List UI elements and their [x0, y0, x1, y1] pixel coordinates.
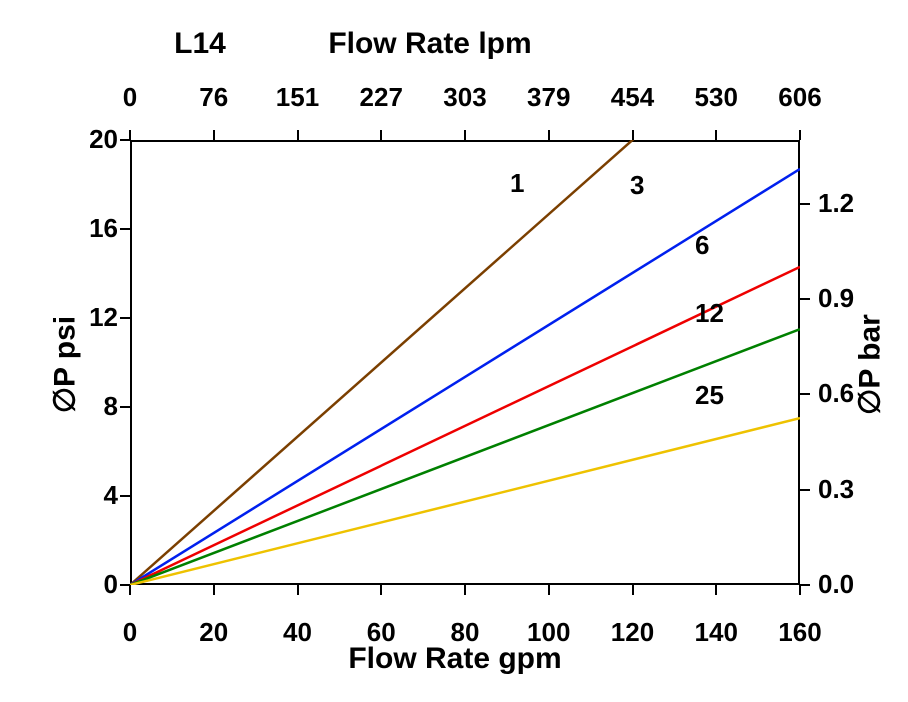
- right-tick: [800, 298, 810, 300]
- top-tick: [799, 130, 801, 140]
- left-tick: [120, 406, 130, 408]
- right-tick-label: 1.2: [818, 188, 854, 219]
- bottom-tick: [464, 585, 466, 595]
- left-axis-title: ∅P psi: [48, 285, 83, 445]
- top-tick-label: 454: [603, 82, 663, 113]
- series-label-6: 6: [695, 230, 709, 261]
- chart-stage: 0204060801001201401600761512273033794545…: [0, 0, 908, 702]
- right-tick-label: 0.0: [818, 569, 854, 600]
- top-tick-label: 530: [686, 82, 746, 113]
- series-line-25: [130, 418, 800, 585]
- series-line-12: [130, 329, 800, 585]
- top-tick: [380, 130, 382, 140]
- bottom-tick: [548, 585, 550, 595]
- bottom-tick-label: 140: [691, 617, 741, 648]
- right-tick: [800, 584, 810, 586]
- right-tick-label: 0.6: [818, 378, 854, 409]
- left-tick-label: 16: [68, 213, 118, 244]
- left-tick: [120, 228, 130, 230]
- top-tick: [548, 130, 550, 140]
- top-tick-label: 379: [519, 82, 579, 113]
- top-tick-label: 303: [435, 82, 495, 113]
- top-tick: [632, 130, 634, 140]
- bottom-tick-label: 120: [608, 617, 658, 648]
- bottom-tick-label: 0: [105, 617, 155, 648]
- left-tick-label: 4: [68, 480, 118, 511]
- left-tick: [120, 584, 130, 586]
- left-tick-label: 0: [68, 569, 118, 600]
- right-tick: [800, 393, 810, 395]
- right-axis-title: ∅P bar: [853, 285, 888, 445]
- bottom-tick: [297, 585, 299, 595]
- bottom-axis-title: Flow Rate gpm: [315, 642, 595, 676]
- right-tick-label: 0.9: [818, 283, 854, 314]
- series-label-1: 1: [510, 168, 524, 199]
- model-label: L14: [160, 27, 240, 61]
- top-tick: [213, 130, 215, 140]
- top-tick-label: 76: [184, 82, 244, 113]
- right-tick-label: 0.3: [818, 474, 854, 505]
- bottom-tick-label: 20: [189, 617, 239, 648]
- top-tick: [715, 130, 717, 140]
- top-tick-label: 227: [351, 82, 411, 113]
- top-tick-label: 0: [100, 82, 160, 113]
- series-label-3: 3: [630, 170, 644, 201]
- left-tick: [120, 139, 130, 141]
- top-tick: [297, 130, 299, 140]
- left-tick: [120, 495, 130, 497]
- bottom-tick: [799, 585, 801, 595]
- right-tick: [800, 203, 810, 205]
- bottom-tick: [380, 585, 382, 595]
- left-tick-label: 20: [68, 124, 118, 155]
- top-tick: [464, 130, 466, 140]
- bottom-tick: [715, 585, 717, 595]
- left-tick: [120, 317, 130, 319]
- top-tick-label: 606: [770, 82, 830, 113]
- top-axis-title: Flow Rate lpm: [290, 27, 570, 61]
- series-label-25: 25: [695, 380, 724, 411]
- bottom-tick-label: 160: [775, 617, 825, 648]
- right-tick: [800, 489, 810, 491]
- series-label-12: 12: [695, 298, 724, 329]
- bottom-tick: [213, 585, 215, 595]
- bottom-tick: [129, 585, 131, 595]
- top-tick-label: 151: [268, 82, 328, 113]
- bottom-tick: [632, 585, 634, 595]
